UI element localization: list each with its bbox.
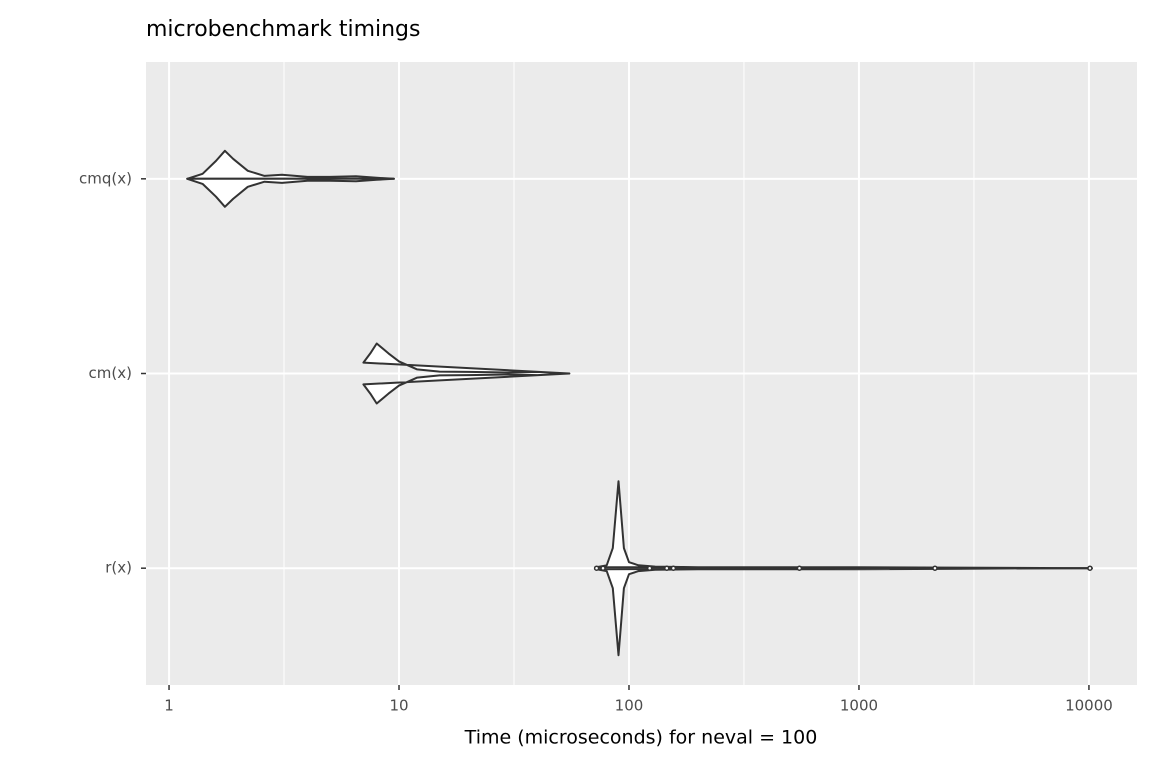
x-tick-label: 100 bbox=[615, 697, 644, 715]
violin-upper bbox=[362, 342, 571, 375]
x-tick-label: 1000 bbox=[840, 697, 878, 715]
outlier-point bbox=[593, 565, 600, 571]
outlier-point bbox=[670, 565, 677, 571]
y-tick-label: cm(x) bbox=[89, 364, 132, 382]
violin-upper bbox=[595, 480, 1093, 570]
outlier-point bbox=[932, 565, 938, 571]
x-tick-label: 10000 bbox=[1065, 697, 1113, 715]
outlier-point bbox=[796, 565, 803, 571]
outlier-point bbox=[1087, 565, 1093, 571]
y-tick-label: r(x) bbox=[105, 559, 132, 577]
x-tick-label: 10 bbox=[389, 697, 408, 715]
y-tick-label: cmq(x) bbox=[79, 169, 132, 187]
violin-lower bbox=[186, 177, 395, 208]
x-tick-label: 1 bbox=[164, 697, 174, 715]
violin-upper bbox=[186, 149, 395, 180]
violin-lower bbox=[362, 372, 571, 405]
chart-title: microbenchmark timings bbox=[146, 17, 420, 42]
violin-lower bbox=[595, 567, 1093, 657]
outlier-point bbox=[646, 565, 653, 571]
x-axis-title: Time (microseconds) for neval = 100 bbox=[464, 727, 818, 749]
outlier-point bbox=[600, 565, 606, 571]
outlier-point bbox=[664, 565, 670, 571]
